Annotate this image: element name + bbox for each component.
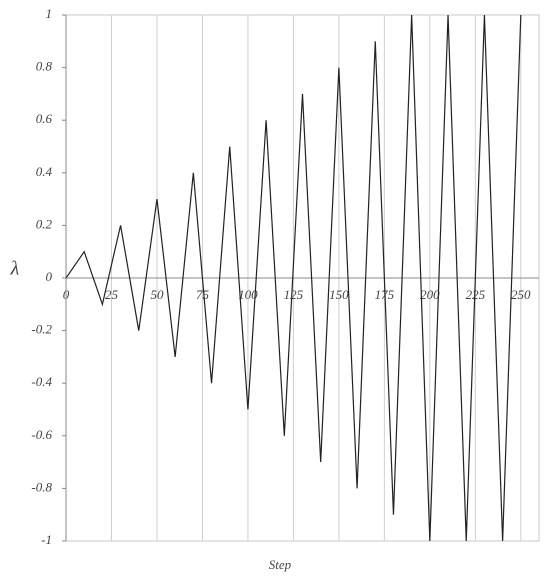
x-tick-label: 125	[284, 287, 304, 302]
y-tick-label: 0	[46, 269, 53, 284]
x-tick-label: 50	[150, 287, 164, 302]
y-tick-label: -0.8	[31, 479, 52, 494]
x-tick-label: 100	[238, 287, 258, 302]
y-tick-label: -0.4	[31, 374, 52, 389]
x-axis-label: Step	[269, 557, 292, 572]
y-tick-label: -0.2	[31, 322, 52, 337]
y-tick-label: -1	[41, 532, 52, 547]
x-tick-label: 200	[420, 287, 440, 302]
y-tick-label: -0.6	[31, 427, 52, 442]
y-tick-label: 0.6	[36, 111, 53, 126]
y-axis-label: λ	[10, 258, 20, 280]
x-tick-label: 250	[511, 287, 531, 302]
x-tick-label: 25	[105, 287, 119, 302]
y-tick-label: 1	[46, 6, 53, 21]
y-tick-label: 0.8	[36, 59, 53, 74]
x-tick-label: 75	[196, 287, 210, 302]
y-tick-label: 0.2	[36, 216, 53, 231]
data-line	[66, 15, 522, 541]
x-tick-label: 225	[466, 287, 486, 302]
y-tick-label: 0.4	[36, 164, 53, 179]
x-tick-label: 150	[329, 287, 349, 302]
